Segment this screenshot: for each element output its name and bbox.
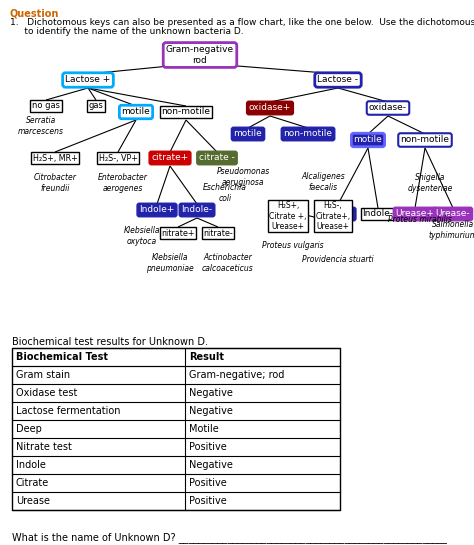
Text: Biochemical Test: Biochemical Test [16,352,108,362]
Text: Negative: Negative [189,406,233,416]
Text: Negative: Negative [189,388,233,398]
Text: Question: Question [10,8,59,18]
Text: Citrobacter
freundii: Citrobacter freundii [34,173,76,193]
Text: Indole+: Indole+ [139,205,175,215]
Text: Pseudomonas
aeruginosa: Pseudomonas aeruginosa [216,167,270,187]
Text: Klebsiella
oxytoca: Klebsiella oxytoca [124,226,160,246]
Text: gas: gas [89,101,103,111]
Text: Result: Result [189,352,224,362]
Text: Indole: Indole [16,460,46,470]
Text: Indole+: Indole+ [319,209,354,219]
Text: nitrate+: nitrate+ [161,228,195,238]
Text: H₂S-,
Citrate+,
Urease+: H₂S-, Citrate+, Urease+ [315,201,351,231]
Text: Gram stain: Gram stain [16,370,70,380]
Text: Lactose +: Lactose + [65,76,110,84]
Text: Citrate: Citrate [16,478,49,488]
Text: citrate+: citrate+ [151,154,189,162]
Text: nitrate-: nitrate- [203,228,233,238]
Text: Negative: Negative [189,460,233,470]
Text: Urease+: Urease+ [396,209,435,219]
Text: Klebsiella
pneumoniae: Klebsiella pneumoniae [146,253,194,272]
Text: H₂S+, MR+: H₂S+, MR+ [33,154,77,162]
Text: Positive: Positive [189,478,227,488]
Text: oxidase-: oxidase- [369,104,407,112]
Text: H₂S-, VP+: H₂S-, VP+ [99,154,137,162]
Text: Gram-negative; rod: Gram-negative; rod [189,370,284,380]
Text: Indole-: Indole- [182,205,212,215]
Text: to identify the name of the unknown bacteria D.: to identify the name of the unknown bact… [10,27,244,36]
Text: Oxidase test: Oxidase test [16,388,77,398]
Bar [12,348,340,510]
Text: non-motile: non-motile [162,107,210,117]
Text: Shigella
dysenteriae: Shigella dysenteriae [407,173,453,193]
Text: motile: motile [354,136,383,144]
Text: Escherichia
coli: Escherichia coli [203,183,247,203]
Text: Actinobacter
calcoaceticus: Actinobacter calcoaceticus [202,253,254,272]
Text: Biochemical test results for Unknown D.: Biochemical test results for Unknown D. [12,337,208,347]
Text: Deep: Deep [16,424,42,434]
Text: Gram-negative
rod: Gram-negative rod [166,45,234,65]
Text: citrate -: citrate - [199,154,235,162]
Text: Urease: Urease [16,496,50,506]
Text: Alcaligenes
faecalis: Alcaligenes faecalis [301,172,345,192]
Text: Providencia stuarti: Providencia stuarti [302,256,374,264]
Text: oxidase+: oxidase+ [249,104,291,112]
Text: Urease-: Urease- [436,209,470,219]
Text: Salmonella
typhimurium: Salmonella typhimurium [428,220,474,240]
Text: motile: motile [122,107,150,117]
Text: Proteus mirabilis: Proteus mirabilis [388,215,452,225]
Text: non-motile: non-motile [401,136,449,144]
Text: no gas: no gas [32,101,60,111]
Text: 1.   Dichotomous keys can also be presented as a flow chart, like the one below.: 1. Dichotomous keys can also be presente… [10,18,474,27]
Text: Positive: Positive [189,496,227,506]
Text: Positive: Positive [189,442,227,452]
Text: Lactose -: Lactose - [318,76,358,84]
Text: Serratia
marcescens: Serratia marcescens [18,116,64,136]
Text: Proteus vulgaris: Proteus vulgaris [262,241,324,251]
Text: Enterobacter
aerogenes: Enterobacter aerogenes [98,173,148,193]
Text: H₂S+,
Citrate +,
Urease+: H₂S+, Citrate +, Urease+ [269,201,307,231]
Text: Lactose fermentation: Lactose fermentation [16,406,120,416]
Text: Motile: Motile [189,424,219,434]
Text: motile: motile [234,130,263,138]
Text: What is the name of Unknown D? _________________________________________________: What is the name of Unknown D? _________… [12,532,447,543]
Text: Indole-: Indole- [363,209,393,219]
Text: Nitrate test: Nitrate test [16,442,72,452]
Text: non-motile: non-motile [283,130,332,138]
